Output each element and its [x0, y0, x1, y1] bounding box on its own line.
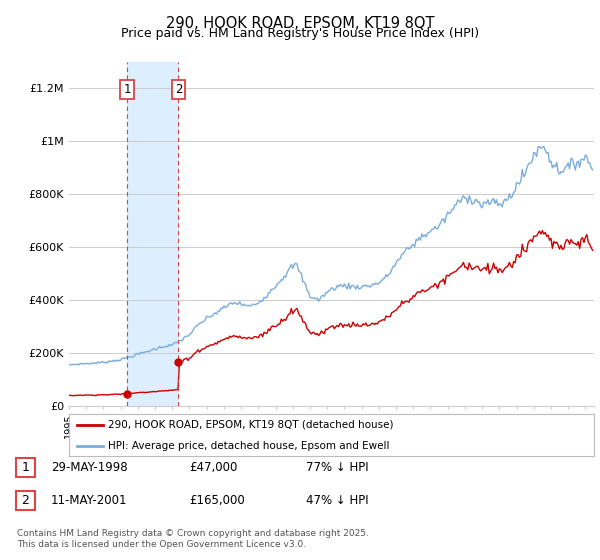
- Bar: [127, 62, 178, 406]
- Text: £165,000: £165,000: [189, 493, 245, 507]
- Text: Contains HM Land Registry data © Crown copyright and database right 2025.
This d: Contains HM Land Registry data © Crown c…: [17, 529, 368, 549]
- Text: 47% ↓ HPI: 47% ↓ HPI: [306, 493, 368, 507]
- Text: 77% ↓ HPI: 77% ↓ HPI: [306, 461, 368, 474]
- Text: HPI: Average price, detached house, Epsom and Ewell: HPI: Average price, detached house, Epso…: [109, 441, 390, 451]
- Text: 1: 1: [123, 83, 131, 96]
- Text: 290, HOOK ROAD, EPSOM, KT19 8QT: 290, HOOK ROAD, EPSOM, KT19 8QT: [166, 16, 434, 31]
- Text: 11-MAY-2001: 11-MAY-2001: [51, 493, 128, 507]
- Text: £47,000: £47,000: [189, 461, 238, 474]
- Text: 290, HOOK ROAD, EPSOM, KT19 8QT (detached house): 290, HOOK ROAD, EPSOM, KT19 8QT (detache…: [109, 420, 394, 430]
- Text: 2: 2: [21, 493, 29, 507]
- Point: [173, 358, 183, 367]
- Point: [122, 389, 132, 398]
- Text: Price paid vs. HM Land Registry's House Price Index (HPI): Price paid vs. HM Land Registry's House …: [121, 27, 479, 40]
- Text: 29-MAY-1998: 29-MAY-1998: [51, 461, 128, 474]
- Text: 1: 1: [21, 461, 29, 474]
- Text: 2: 2: [175, 83, 182, 96]
